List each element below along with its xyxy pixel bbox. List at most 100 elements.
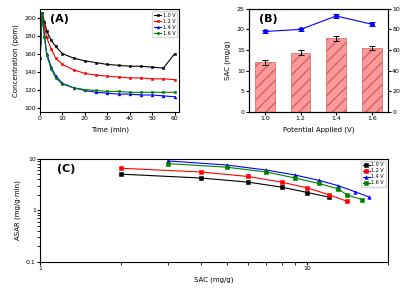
1.0 V [49, 38, 54, 42]
1.2 V [71, 68, 76, 72]
1.2 V [94, 74, 98, 77]
X-axis label: Time (min): Time (min) [90, 127, 129, 133]
1.6 V [344, 193, 349, 196]
1.6 V [42, 36, 47, 39]
Bar [326, 38, 346, 112]
1.4 V [105, 91, 110, 95]
1.4 V [82, 89, 87, 92]
1.0 V [305, 191, 310, 194]
1.0 V [105, 63, 110, 66]
1.2 V [49, 47, 54, 51]
Text: (C): (C) [58, 164, 76, 174]
Line: 1.0 V: 1.0 V [39, 12, 176, 70]
1.4 V [71, 86, 76, 90]
1.0 V [118, 172, 123, 176]
1.2 V [40, 11, 45, 15]
1.0 V [116, 64, 121, 67]
1.6 V [40, 11, 45, 15]
1.6 V [360, 198, 364, 201]
1.2 V [44, 36, 49, 39]
1.0 V [53, 45, 58, 48]
1.6 V [71, 86, 76, 90]
1.2 V [118, 166, 123, 170]
1.6 V [172, 91, 177, 94]
1.0 V [246, 180, 250, 184]
1.2 V [128, 76, 132, 80]
1.6 V [224, 166, 229, 169]
1.0 V [38, 56, 42, 60]
1.0 V [94, 61, 98, 64]
1.6 V [316, 182, 321, 185]
1.6 V [128, 91, 132, 94]
1.2 V [82, 72, 87, 75]
X-axis label: Potential Applied (V): Potential Applied (V) [283, 127, 354, 133]
1.4 V [224, 163, 229, 167]
1.6 V [150, 91, 155, 94]
1.2 V [199, 170, 204, 174]
Text: (B): (B) [258, 14, 277, 24]
Y-axis label: SAC (mg/g): SAC (mg/g) [225, 41, 231, 80]
1.4 V [336, 184, 340, 187]
1.2 V [53, 56, 58, 60]
1.2 V [172, 78, 177, 81]
1.6 V [38, 56, 42, 60]
1.6 V [94, 89, 98, 92]
1.2 V [326, 193, 331, 196]
1.6 V [336, 187, 340, 191]
1.6 V [60, 82, 65, 86]
Text: (A): (A) [50, 14, 69, 24]
1.6 V [293, 176, 298, 180]
1.6 V [53, 76, 58, 80]
Line: 1.2 V: 1.2 V [39, 12, 176, 81]
1.2 V [150, 77, 155, 81]
1.2 V [161, 77, 166, 81]
1.4 V [40, 11, 45, 15]
1.0 V [71, 56, 76, 60]
1.0 V [139, 65, 144, 68]
1.0 V [60, 52, 65, 55]
1.6 V [139, 91, 144, 94]
1.6 V [44, 54, 49, 57]
1.2 V [38, 56, 42, 60]
Y-axis label: ASAR (mg/g·min): ASAR (mg/g·min) [14, 180, 20, 240]
1.4 V [49, 65, 54, 69]
1.2 V [344, 199, 349, 203]
1.0 V [279, 185, 284, 189]
Line: 1.2 V: 1.2 V [119, 166, 348, 203]
1.4 V [128, 92, 132, 96]
1.4 V [116, 92, 121, 96]
1.0 V [82, 59, 87, 63]
1.0 V [161, 66, 166, 70]
Line: 1.6 V: 1.6 V [166, 162, 364, 201]
1.6 V [264, 170, 268, 174]
1.4 V [367, 195, 372, 199]
Line: 1.4 V: 1.4 V [166, 159, 371, 199]
1.2 V [139, 76, 144, 80]
Bar [291, 53, 310, 112]
1.6 V [82, 88, 87, 91]
1.4 V [53, 74, 58, 78]
1.2 V [60, 63, 65, 66]
1.0 V [128, 65, 132, 68]
1.0 V [44, 29, 49, 33]
Legend: 1.0 V, 1.2 V, 1.4 V, 1.6 V: 1.0 V, 1.2 V, 1.4 V, 1.6 V [361, 161, 386, 187]
1.4 V [42, 34, 47, 38]
1.6 V [105, 90, 110, 93]
1.6 V [116, 90, 121, 93]
1.4 V [293, 173, 298, 177]
Line: 1.4 V: 1.4 V [39, 12, 176, 98]
X-axis label: SAC (mg/g): SAC (mg/g) [194, 277, 234, 283]
1.6 V [49, 67, 54, 71]
1.4 V [38, 56, 42, 60]
1.2 V [116, 75, 121, 79]
1.2 V [305, 186, 310, 190]
1.0 V [40, 11, 45, 15]
1.2 V [42, 25, 47, 29]
1.4 V [139, 93, 144, 97]
1.0 V [42, 20, 47, 24]
1.4 V [94, 91, 98, 94]
1.2 V [105, 74, 110, 78]
1.2 V [246, 175, 250, 178]
1.0 V [150, 65, 155, 69]
1.6 V [165, 162, 170, 165]
